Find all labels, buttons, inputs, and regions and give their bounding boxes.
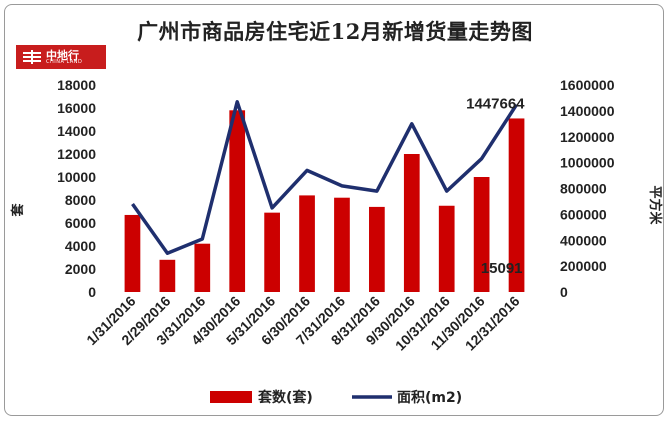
bar [473,177,490,292]
bar [299,195,315,292]
left-tick-label: 4000 [65,238,96,254]
right-tick-label: 1200000 [560,129,615,145]
left-tick-label: 0 [88,284,96,300]
left-tick-label: 8000 [65,192,96,208]
chart-title: 广州市商品房住宅近12月新增货量走势图 [137,19,533,44]
right-tick-label: 600000 [560,206,607,222]
bar-data-label: 15091 [481,260,523,277]
line-data-label: 1447664 [466,96,525,113]
legend-line-label: 面积(m2) [397,389,462,406]
logo-mark-icon [23,50,41,64]
bar [194,243,211,292]
right-tick-label: 1600000 [560,77,615,93]
right-tick-label: 800000 [560,181,607,197]
x-axis-labels: 1/31/20162/29/20163/31/20164/30/20165/31… [83,293,523,354]
logo-name: 中地行 [46,49,79,62]
bar [403,154,420,292]
left-tick-label: 14000 [57,123,96,139]
bar [264,212,280,292]
right-axis-ticks: 0 200000 400000 600000 800000 1000000 1200000 1… [560,77,615,300]
left-tick-label: 16000 [57,100,96,116]
right-tick-label: 1000000 [560,155,615,171]
right-axis-label: 平方米 [647,185,663,225]
chart-frame [4,4,664,416]
right-tick-label: 1400000 [560,103,615,119]
bar [124,214,141,292]
left-tick-label: 12000 [57,146,96,162]
company-logo: 中地行 CHINA LAND [16,45,106,69]
left-axis-label: 套 [10,203,26,218]
legend-bar-swatch [210,391,252,403]
right-tick-label: 400000 [560,232,607,248]
bar [229,110,246,292]
bar [369,206,385,292]
legend: 套数(套) 面积(m2) [210,389,462,406]
legend-bar-label: 套数(套) [258,389,313,406]
left-axis-ticks: 0 2000 4000 6000 8000 10000 12000 14000 16000 180… [57,77,96,300]
bar [508,118,525,293]
area-line-series [131,100,518,255]
right-tick-label: 0 [560,284,568,300]
bar [438,205,455,292]
bar [334,197,350,292]
left-tick-label: 6000 [65,215,96,231]
bar-series [124,110,525,293]
left-tick-label: 18000 [57,77,96,93]
left-tick-label: 10000 [57,169,96,185]
left-tick-label: 2000 [65,261,96,277]
right-tick-label: 200000 [560,258,607,274]
logo-subtitle: CHINA LAND [46,59,83,65]
bar [159,259,176,292]
